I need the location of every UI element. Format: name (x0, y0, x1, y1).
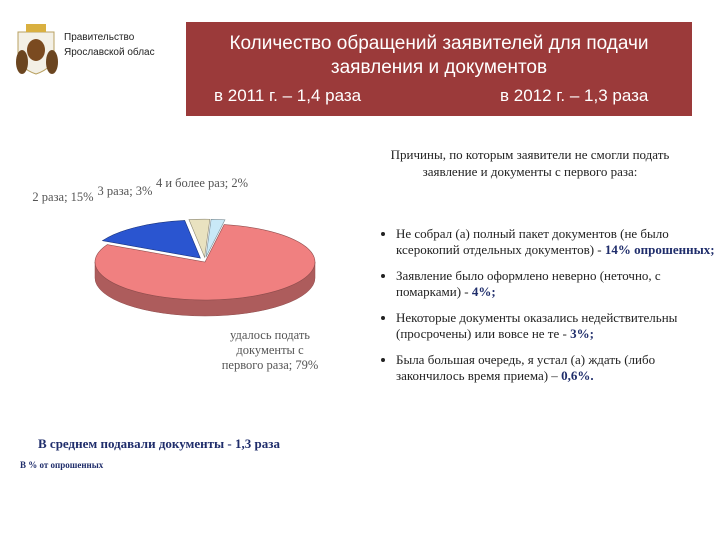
slice-label: удалось подать документы с первого раза;… (220, 328, 320, 373)
reason-item: Была большая очередь, я устал (а) ждать … (396, 352, 720, 384)
reason-share: 0,6%. (561, 368, 594, 383)
slice-label: 3 раза; 3% (80, 184, 170, 199)
banner: Количество обращений заявителей для пода… (186, 22, 692, 116)
slice-category: 3 раза; (97, 184, 133, 198)
year-2012: в 2012 г. – 1,3 раза (500, 86, 649, 105)
slice-value: 79% (295, 358, 319, 372)
reason-share: 14% опрошенных; (604, 242, 715, 257)
emblem (16, 24, 58, 75)
reason-text: Некоторые документы оказались недействит… (396, 310, 678, 341)
slice-value: 2% (231, 176, 249, 190)
reason-share: 4%; (471, 284, 496, 299)
reason-item: Не собрал (а) полный пакет документов (н… (396, 226, 720, 258)
pie-slice (94, 224, 316, 301)
footnote: В среднем подавали документы - 1,3 раза (38, 436, 280, 451)
slice-value: 3% (135, 184, 153, 198)
reasons-heading: Причины, по которым заявители не смогли … (390, 147, 670, 179)
reason-text: Заявление было оформлено неверно (неточн… (396, 268, 661, 299)
slice-label: 2 раза; 15% (8, 190, 118, 205)
slice-label: 4 и более раз; 2% (152, 176, 252, 191)
org-line: Ярославской облас (64, 47, 155, 58)
slice-category: 4 и более раз; (155, 176, 229, 190)
reasons-list: Не собрал (а) полный пакет документов (н… (370, 226, 720, 394)
pie-slice (205, 218, 226, 258)
title: Количество обращений заявителей для пода… (229, 33, 649, 78)
pie-slice (101, 220, 201, 259)
year-2011: в 2011 г. – 1,4 раза (214, 86, 362, 105)
unit-note: В % от опрошенных (20, 460, 104, 470)
slice-category: удалось подать документы с первого раза; (221, 328, 310, 372)
org-line: Правительство (64, 32, 135, 43)
slice-category: 2 раза; (32, 190, 68, 204)
org-name: Правительство Ярославской облас (64, 30, 155, 60)
reason-text: Была большая очередь, я устал (а) ждать … (396, 352, 656, 383)
reason-item: Некоторые документы оказались недействит… (396, 310, 720, 342)
slice-value: 15% (70, 190, 94, 204)
pie-slice (188, 218, 211, 259)
reason-text: Не собрал (а) полный пакет документов (н… (396, 226, 669, 257)
reason-share: 3%; (570, 326, 594, 341)
reason-item: Заявление было оформлено неверно (неточн… (396, 268, 720, 300)
